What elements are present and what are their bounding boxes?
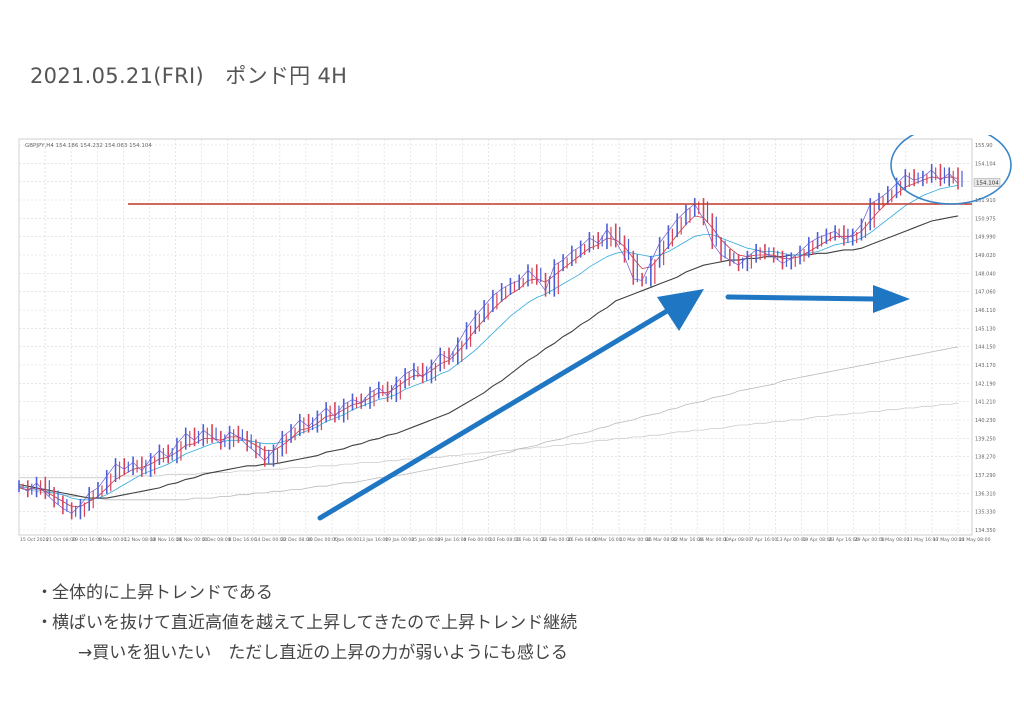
y-tick-label: 147.060 xyxy=(975,290,996,296)
x-tick-label: 1 Apr 08:00 xyxy=(724,537,751,543)
x-tick-label: 13 Apr 00:00 xyxy=(776,537,806,543)
recent-high-circle xyxy=(890,135,1012,205)
chart-background xyxy=(15,135,1012,545)
y-tick-label: 151.910 xyxy=(975,198,996,204)
x-tick-label: 15 Oct 2020 xyxy=(20,537,48,543)
y-tick-label: 142.190 xyxy=(975,381,996,387)
x-tick-label: 19 Jan 00:00 xyxy=(385,537,414,543)
x-tick-label: 26 Feb 08:00 xyxy=(568,537,598,543)
y-tick-label: 145.130 xyxy=(975,326,996,332)
grid-lines xyxy=(18,139,972,535)
x-tick-label: 26 Mar 00:00 xyxy=(698,537,729,543)
current-price-label: 154.104 xyxy=(976,181,999,187)
x-tick-label: 10 Feb 08:00 xyxy=(490,537,520,543)
x-tick-label: 21 Oct 08:00 xyxy=(46,537,76,543)
y-tick-label: 144.150 xyxy=(975,345,996,351)
x-tick-label: 22 Mar 16:00 xyxy=(672,537,703,543)
x-tick-label: 4 Feb 00:00 xyxy=(463,537,490,543)
note-line-3: →買いを狙いたい ただし直近の上昇の力が弱いようにも感じる xyxy=(36,638,577,668)
page-title: 2021.05.21(FRI) ポンド円 4H xyxy=(30,64,348,88)
y-tick-label: 148.040 xyxy=(975,271,996,277)
x-tick-label: 17 May 00:00 xyxy=(933,537,965,543)
sideways-arrow-head xyxy=(873,285,910,313)
price-line xyxy=(18,169,959,514)
x-tick-label: 26 Nov 00:00 xyxy=(177,537,208,543)
y-tick-label: 149.020 xyxy=(975,253,996,259)
x-tick-label: 23 Apr 16:00 xyxy=(829,537,859,543)
analysis-notes: ・全体的に上昇トレンドである ・横ばいを抜けて直近高値を越えて上昇してきたので上… xyxy=(36,578,577,668)
bullet: ・ xyxy=(36,583,53,603)
moving-average-line xyxy=(18,184,959,501)
x-tick-label: 7 Jan 08:00 xyxy=(333,537,359,543)
uptrend-arrow-head xyxy=(657,289,704,331)
x-tick-label: 12 Nov 08:00 xyxy=(124,537,155,543)
x-tick-label: 22 Feb 00:00 xyxy=(542,537,572,543)
current-price-marker: 154.104 xyxy=(973,178,1001,187)
x-tick-label: 10 Mar 00:00 xyxy=(620,537,651,543)
x-tick-label: 21 May 08:00 xyxy=(959,537,991,543)
x-tick-label: 29 Apr 00:00 xyxy=(855,537,885,543)
y-tick-label: 150.975 xyxy=(975,216,996,222)
x-tick-label: 30 Dec 00:00 xyxy=(307,537,338,543)
y-tick-label: 139.250 xyxy=(975,436,996,442)
y-tick-label: 146.110 xyxy=(975,308,996,314)
y-tick-label: 155.90 xyxy=(975,143,993,149)
y-tick-label: 154.104 xyxy=(975,161,996,167)
note-text-2: 横ばいを抜けて直近高値を越えて上昇してきたので上昇トレンド継続 xyxy=(52,613,578,633)
x-tick-label: 25 Jan 08:00 xyxy=(411,537,440,543)
moving-average-line xyxy=(19,402,959,479)
y-tick-label: 149.990 xyxy=(975,235,996,241)
y-tick-label: 140.230 xyxy=(975,418,996,424)
y-tick-label: 138.270 xyxy=(975,455,996,461)
x-tick-label: 6 Nov 00:00 xyxy=(98,537,126,543)
x-tick-label: 11 May 16:00 xyxy=(907,537,939,543)
chart-svg: GBPJPY,H4 154.186 154.232 154.063 154.10… xyxy=(15,135,1012,545)
y-tick-label: 134.350 xyxy=(975,528,996,534)
x-tick-label: 29 Jan 16:00 xyxy=(437,537,466,543)
y-tick-label: 141.210 xyxy=(975,400,996,406)
bullet: ・ xyxy=(36,613,53,633)
x-tick-label: 19 Apr 08:00 xyxy=(803,537,833,543)
x-tick-label: 5 May 08:00 xyxy=(881,537,910,543)
y-tick-label: 136.310 xyxy=(975,491,996,497)
x-tick-label: 14 Dec 00:00 xyxy=(255,537,286,543)
x-tick-label: 16 Feb 16:00 xyxy=(516,537,546,543)
x-tick-label: 22 Dec 08:00 xyxy=(281,537,312,543)
x-tick-label: 13 Jan 16:00 xyxy=(359,537,388,543)
x-tick-label: 2 Dec 08:00 xyxy=(203,537,231,543)
y-tick-label: 143.170 xyxy=(975,363,996,369)
x-tick-label: 18 Nov 16:00 xyxy=(150,537,181,543)
note-text-1: 全体的に上昇トレンドである xyxy=(52,583,273,603)
uptrend-arrow-shaft xyxy=(317,308,670,521)
x-tick-label: 4 Mar 16:00 xyxy=(594,537,622,543)
price-chart: GBPJPY,H4 154.186 154.232 154.063 154.10… xyxy=(15,135,1012,545)
x-tick-label: 16 Mar 08:00 xyxy=(646,537,677,543)
moving-average-line xyxy=(18,346,959,501)
x-tick-label: 7 Apr 16:00 xyxy=(750,537,777,543)
note-line-1: ・全体的に上昇トレンドである xyxy=(36,578,577,608)
sideways-arrow-shaft xyxy=(725,294,878,302)
y-tick-label: 137.290 xyxy=(975,473,996,479)
x-tick-label: 29 Oct 16:00 xyxy=(72,537,102,543)
chart-header-label: GBPJPY,H4 154.186 154.232 154.063 154.10… xyxy=(25,143,152,149)
price-series xyxy=(18,164,963,520)
note-line-2: ・横ばいを抜けて直近高値を越えて上昇してきたので上昇トレンド継続 xyxy=(36,608,577,638)
note-text-3: →買いを狙いたい ただし直近の上昇の力が弱いようにも感じる xyxy=(78,643,568,663)
x-tick-label: 8 Dec 16:00 xyxy=(229,537,257,543)
y-tick-label: 135.330 xyxy=(975,510,996,516)
annotations xyxy=(317,135,1012,521)
